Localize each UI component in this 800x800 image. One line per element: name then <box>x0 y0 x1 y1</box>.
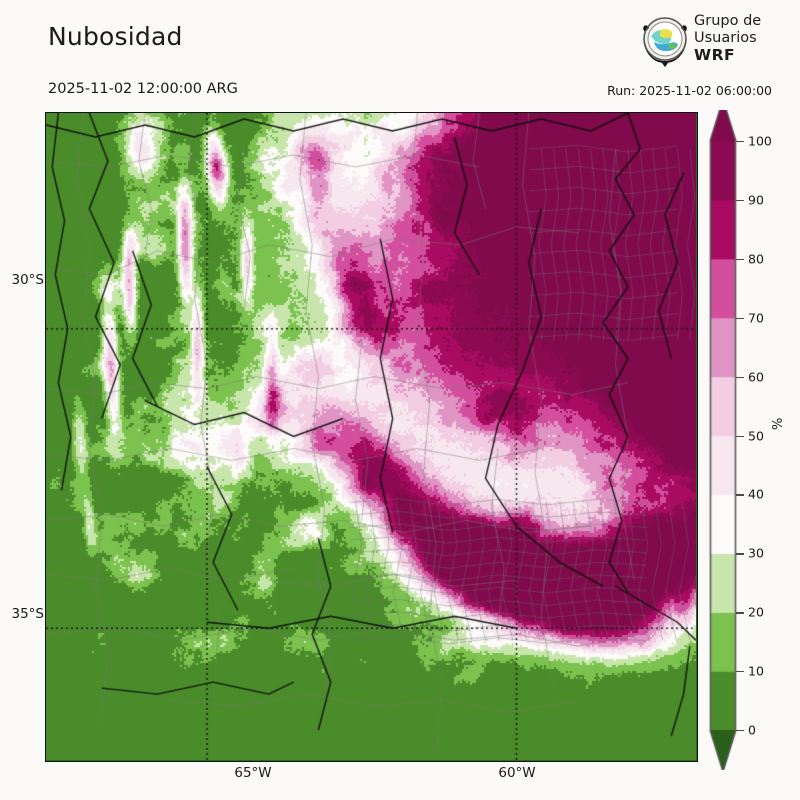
colorbar-unit-label: % <box>771 417 786 430</box>
colorbar-tick-label-60: 60 <box>748 369 764 385</box>
globe-emblem-icon <box>643 17 687 67</box>
colorbar-tick-40 <box>736 494 744 496</box>
colorbar-tick-label-20: 20 <box>748 604 764 620</box>
colorbar-tick-70 <box>736 317 744 320</box>
logo-line-3: WRF <box>694 46 736 64</box>
map-plot-area[interactable] <box>45 112 698 762</box>
colorbar-tick-label-90: 90 <box>748 192 764 208</box>
colorbar-tick-100 <box>736 141 744 143</box>
colorbar-tick-60 <box>736 376 744 378</box>
valid-time-label: 2025-11-02 12:00:00 ARG <box>48 81 238 97</box>
y-axis-tick-35s: 35°S <box>11 606 45 622</box>
colorbar-tick-20 <box>736 612 744 614</box>
cloud-cover-raster <box>46 113 696 760</box>
colorbar-tick-50 <box>736 435 744 437</box>
colorbar-tick-0 <box>736 730 744 732</box>
colorbar-tick-label-0: 0 <box>748 722 756 738</box>
colorbar-tick-label-70: 70 <box>748 310 764 326</box>
colorbar[interactable]: % 0 10 20 30 40 50 60 70 80 90 100 <box>708 110 800 770</box>
run-time-label: Run: 2025-11-02 06:00:00 <box>607 83 772 98</box>
colorbar-tick-80 <box>736 258 744 261</box>
colorbar-tick-30 <box>736 553 744 555</box>
logo: Grupo de Usuarios WRF <box>638 12 788 74</box>
logo-line-2: Usuarios <box>694 30 757 46</box>
colorbar-tick-label-50: 50 <box>748 428 764 443</box>
colorbar-tick-10 <box>736 671 744 673</box>
logo-line-1: Grupo de <box>694 13 762 29</box>
x-axis-tick-60w: 60°W <box>498 765 536 781</box>
page-title: Nubosidad <box>48 22 183 51</box>
colorbar-tick-90 <box>736 199 744 202</box>
colorbar-tick-label-80: 80 <box>748 251 764 267</box>
logo-text: Grupo de Usuarios WRF <box>694 13 761 65</box>
colorbar-tick-label-10: 10 <box>748 663 764 679</box>
y-axis-tick-30s: 30°S <box>11 272 45 288</box>
colorbar-tick-label-40: 40 <box>748 486 764 502</box>
colorbar-tick-label-100: 100 <box>748 133 772 149</box>
x-axis-tick-65w: 65°W <box>234 765 272 781</box>
colorbar-tick-label-30: 30 <box>748 545 764 561</box>
colorbar-gradient <box>708 110 800 770</box>
